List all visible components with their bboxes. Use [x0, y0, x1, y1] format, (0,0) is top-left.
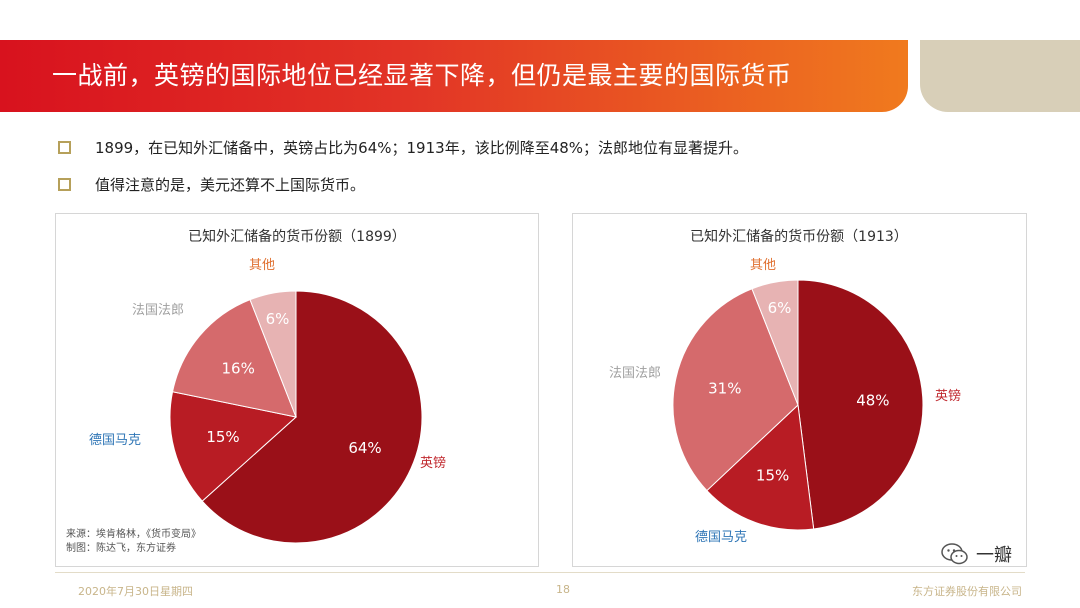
chart-panel-1913: 已知外汇储备的货币份额（1913） 48% 英镑 15% 德国马克 31% 法国法郎 6% 其他: [572, 213, 1027, 567]
slice-category-label: 法国法郎: [132, 303, 184, 318]
pie-slice: [171, 299, 297, 418]
footer-company: 东方证券股份有限公司: [912, 585, 1022, 598]
pie-slice: [751, 279, 799, 406]
pie-chart-1913: 已知外汇储备的货币份额（1913） 48% 英镑 15% 德国马克 31% 法国法郎 6% 其他: [609, 228, 961, 545]
slice-category-label: 法国法郎: [609, 366, 661, 381]
footer-date: 2020年7月30日星期四: [78, 585, 193, 598]
slice-category-label: 德国马克: [695, 530, 747, 545]
pie-slice: [169, 391, 298, 502]
watermark: 一瓣: [940, 541, 1012, 567]
source-note: 来源：埃肯格林，《货币变局》 制图：陈达飞，东方证券: [66, 528, 201, 556]
pie-slice: [797, 279, 924, 530]
slice-data-label: 6%: [768, 299, 792, 317]
source-line: 来源：埃肯格林，《货币变局》: [66, 529, 201, 540]
square-bullet-icon: [58, 177, 71, 191]
slice-category-label: 其他: [249, 258, 275, 273]
bullet-item: 值得注意的是，美元还算不上国际货币。: [58, 174, 365, 194]
slice-data-label: 16%: [222, 359, 255, 377]
footer-divider: [55, 572, 1025, 573]
bullet-text: 1899，在已知外汇储备中，英镑占比为64%；1913年，该比例降至48%；法郎…: [95, 138, 749, 157]
pie-slice: [249, 290, 297, 418]
slice-category-label: 德国马克: [89, 433, 141, 448]
slice-category-label: 英镑: [420, 455, 446, 471]
bullet-text: 值得注意的是，美元还算不上国际货币。: [95, 175, 366, 194]
slice-data-label: 31%: [708, 380, 741, 398]
chart-panel-1899: 已知外汇储备的货币份额（1899） 64% 英镑 15% 德国马克 16% 法国法郎 6% 其他…: [55, 213, 539, 567]
slice-category-label: 英镑: [935, 388, 961, 404]
slice-data-label: 15%: [756, 467, 789, 485]
corner-decoration: [920, 40, 1080, 112]
page-number: 18: [556, 583, 570, 596]
wechat-icon: [941, 543, 968, 565]
chart-title: 已知外汇储备的货币份额（1899）: [188, 228, 406, 245]
page-title: 一战前，英镑的国际地位已经显著下降，但仍是最主要的国际货币: [52, 61, 792, 90]
pie-slice: [706, 403, 815, 531]
slice-data-label: 64%: [348, 439, 381, 457]
bullet-item: 1899，在已知外汇储备中，英镑占比为64%；1913年，该比例降至48%；法郎…: [58, 137, 748, 157]
pie-chart-1899: 已知外汇储备的货币份额（1899） 64% 英镑 15% 德国马克 16% 法国法郎 6% 其他: [89, 228, 446, 544]
slice-data-label: 6%: [266, 310, 290, 328]
pie-slice: [201, 290, 423, 544]
pie-slice: [672, 288, 799, 492]
slice-category-label: 其他: [750, 258, 776, 273]
chart-title: 已知外汇储备的货币份额（1913）: [690, 228, 908, 245]
square-bullet-icon: [58, 140, 71, 154]
slice-data-label: 15%: [206, 428, 239, 446]
author-line: 制图：陈达飞，东方证券: [66, 543, 176, 554]
watermark-text: 一瓣: [976, 545, 1012, 566]
title-bar: [0, 40, 908, 112]
slice-data-label: 48%: [856, 391, 889, 409]
